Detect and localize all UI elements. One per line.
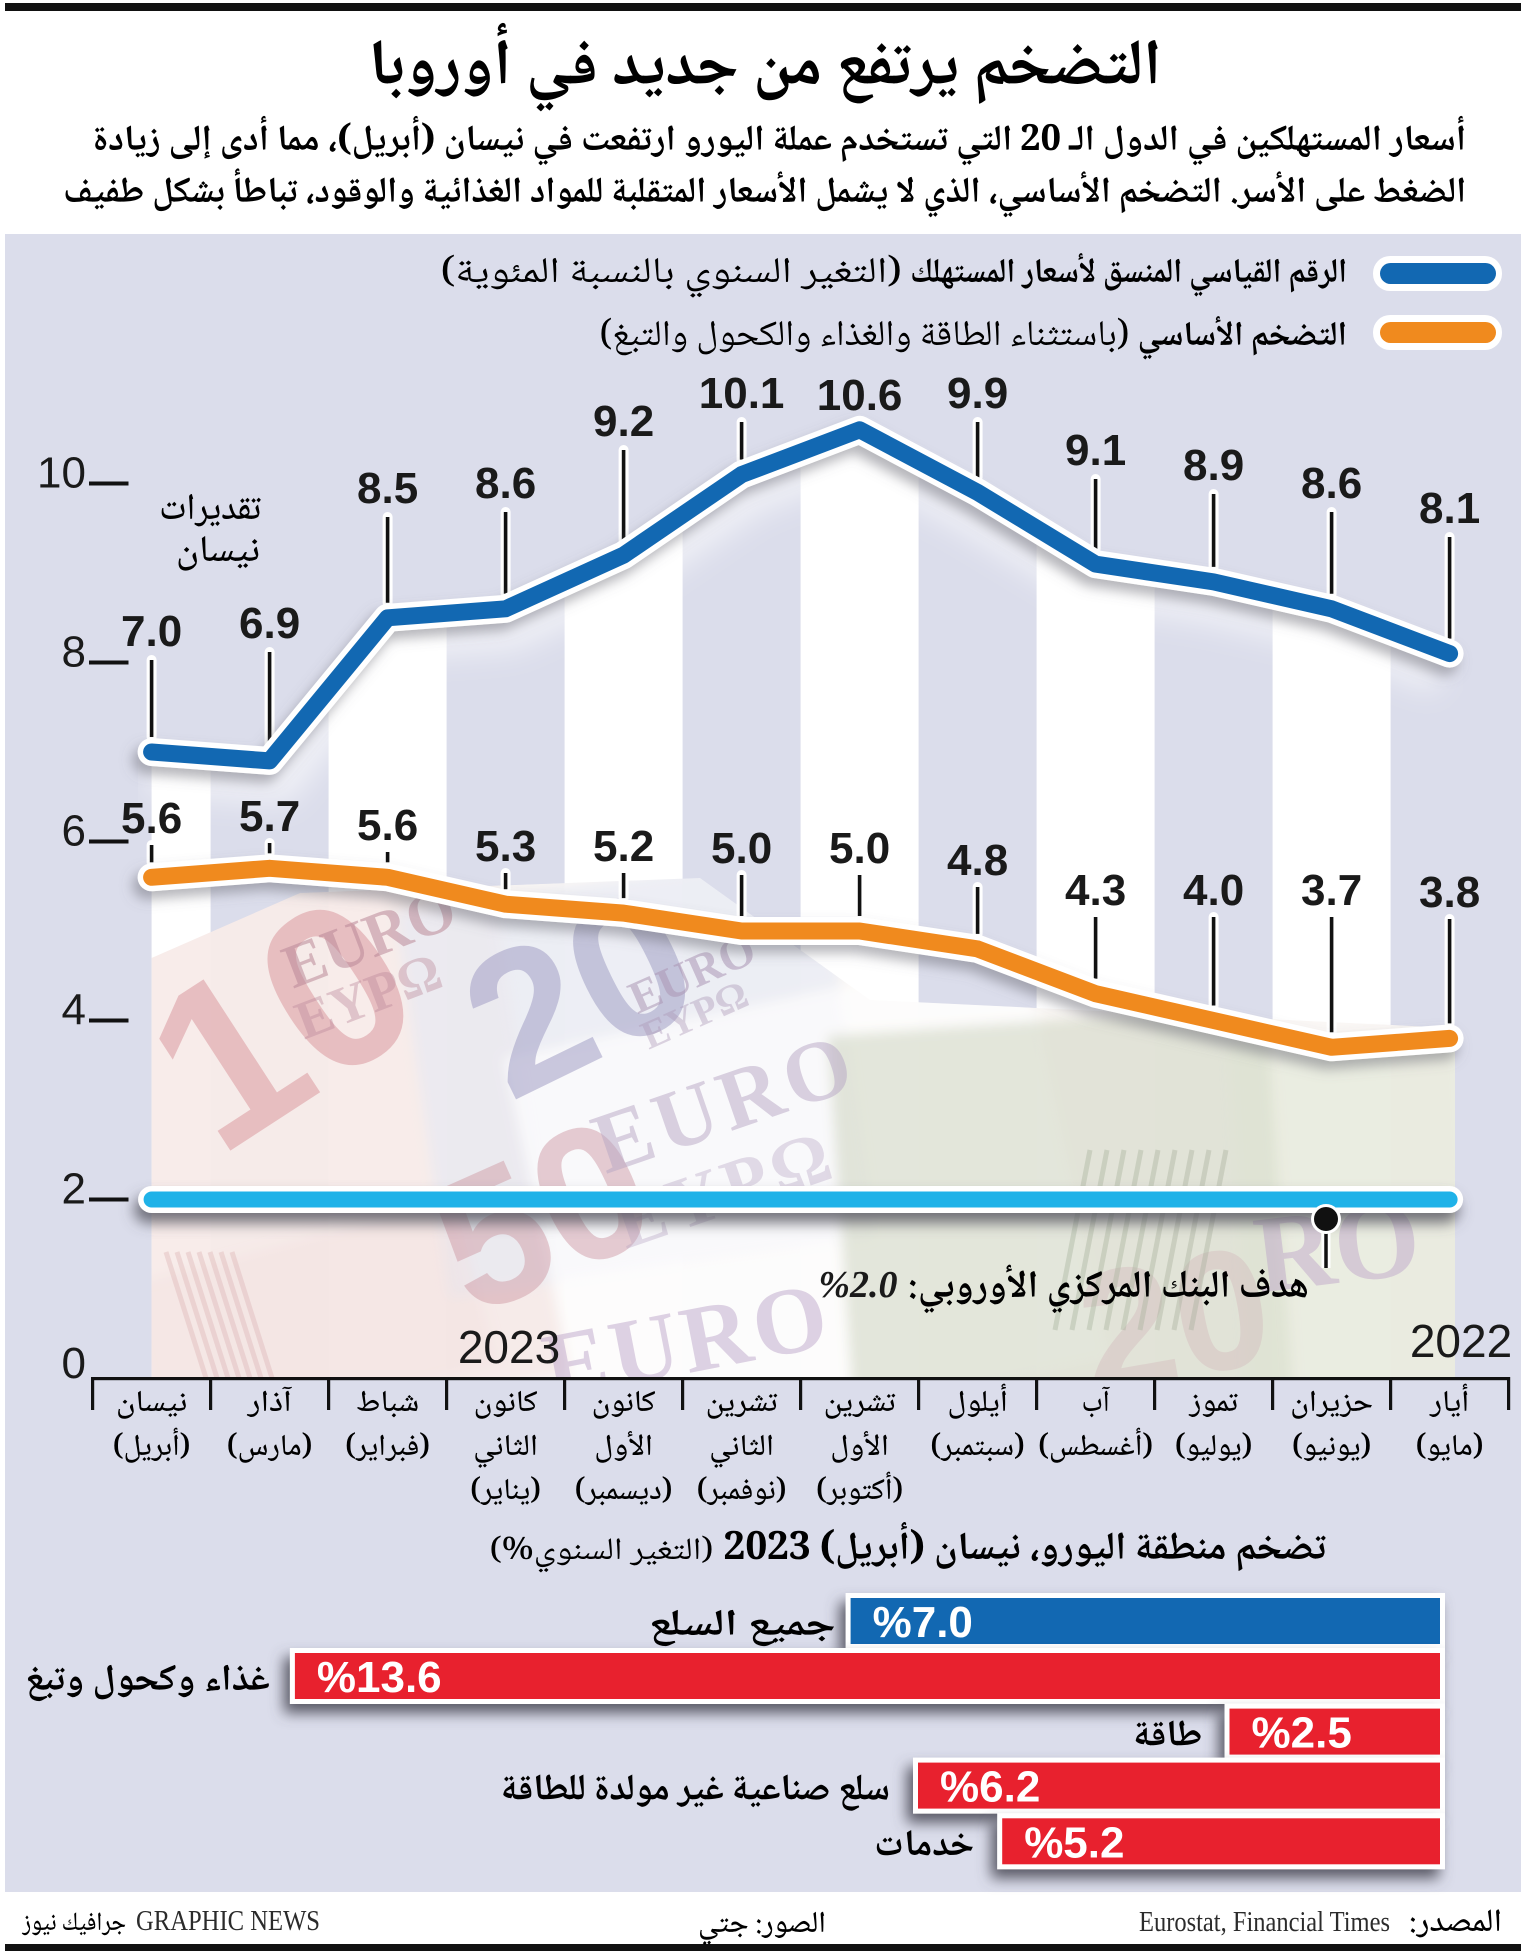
svg-text:9.9: 9.9 [947,369,1008,418]
svg-text:10.1: 10.1 [699,369,785,418]
svg-text:4.0: 4.0 [1183,866,1244,915]
svg-text:5.3: 5.3 [475,822,536,871]
svg-text:4: 4 [62,986,86,1035]
svg-text:%6.2: %6.2 [940,1763,1040,1812]
svg-text:%2.0: %2.0 [818,1264,897,1306]
svg-text:8: 8 [62,628,86,677]
svg-text:2022: 2022 [1410,1315,1512,1367]
svg-text:2: 2 [62,1165,86,1214]
svg-text:2023: 2023 [458,1321,560,1373]
svg-text:10.6: 10.6 [817,371,903,420]
svg-text:8.5: 8.5 [357,464,418,513]
svg-text:Eurostat, Financial Times: Eurostat, Financial Times [1139,1907,1390,1938]
svg-text:8.6: 8.6 [1301,459,1362,508]
svg-text:10: 10 [37,449,86,498]
svg-text:9.1: 9.1 [1065,426,1126,475]
svg-text:8.6: 8.6 [475,459,536,508]
svg-text:5.6: 5.6 [121,794,182,843]
svg-text:6.9: 6.9 [239,599,300,648]
svg-text:5.7: 5.7 [239,792,300,841]
svg-text:5.0: 5.0 [829,824,890,873]
svg-text:9.2: 9.2 [593,397,654,446]
svg-text:5.0: 5.0 [711,824,772,873]
svg-text:%7.0: %7.0 [873,1598,973,1647]
svg-text:7.0: 7.0 [121,607,182,656]
svg-text:%2.5: %2.5 [1252,1709,1352,1758]
svg-text:8.9: 8.9 [1183,441,1244,490]
svg-text:4.3: 4.3 [1065,866,1126,915]
svg-text:GRAPHIC NEWS: GRAPHIC NEWS [136,1906,320,1937]
svg-text:%5.2: %5.2 [1024,1818,1124,1867]
svg-text:6: 6 [62,807,86,856]
svg-text:5.6: 5.6 [357,801,418,850]
svg-text:4.8: 4.8 [947,836,1008,885]
svg-text:3.7: 3.7 [1301,866,1362,915]
svg-text:3.8: 3.8 [1419,868,1480,917]
svg-text:8.1: 8.1 [1419,484,1480,533]
svg-text:0: 0 [62,1339,86,1388]
svg-text:5.2: 5.2 [593,822,654,871]
svg-text:%13.6: %13.6 [317,1653,442,1702]
